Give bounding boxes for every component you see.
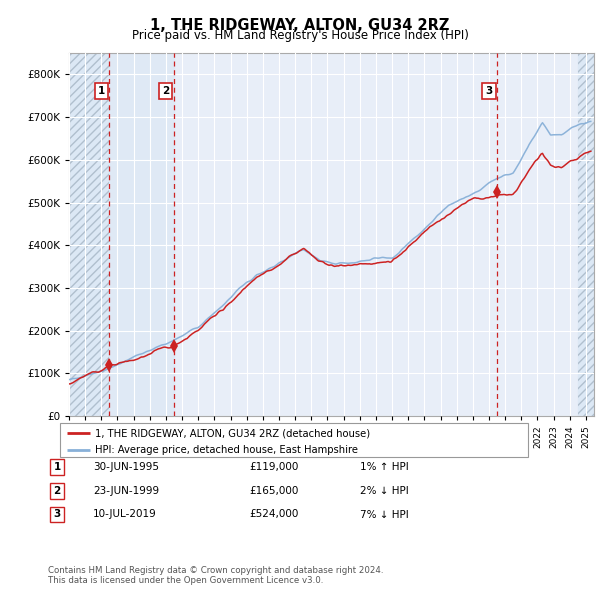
Bar [69, 53, 109, 416]
Text: 2% ↓ HPI: 2% ↓ HPI [360, 486, 409, 496]
Text: 10-JUL-2019: 10-JUL-2019 [93, 510, 157, 519]
Text: 23-JUN-1999: 23-JUN-1999 [93, 486, 159, 496]
Text: 3: 3 [485, 86, 493, 96]
Bar [578, 53, 594, 416]
Text: £165,000: £165,000 [249, 486, 298, 496]
Text: 1: 1 [98, 86, 105, 96]
Text: This data is licensed under the Open Government Licence v3.0.: This data is licensed under the Open Gov… [48, 576, 323, 585]
Text: £524,000: £524,000 [249, 510, 298, 519]
FancyBboxPatch shape [60, 423, 528, 457]
Text: 30-JUN-1995: 30-JUN-1995 [93, 463, 159, 472]
Text: 1% ↑ HPI: 1% ↑ HPI [360, 463, 409, 472]
Text: £119,000: £119,000 [249, 463, 298, 472]
Bar [109, 53, 174, 416]
Text: Contains HM Land Registry data © Crown copyright and database right 2024.: Contains HM Land Registry data © Crown c… [48, 566, 383, 575]
Text: 2: 2 [53, 486, 61, 496]
Text: HPI: Average price, detached house, East Hampshire: HPI: Average price, detached house, East… [95, 445, 358, 455]
Text: 1: 1 [53, 463, 61, 472]
Bar [69, 53, 109, 416]
Bar [578, 53, 594, 416]
Text: 2: 2 [162, 86, 170, 96]
Text: 1, THE RIDGEWAY, ALTON, GU34 2RZ: 1, THE RIDGEWAY, ALTON, GU34 2RZ [151, 18, 449, 32]
Text: 1, THE RIDGEWAY, ALTON, GU34 2RZ (detached house): 1, THE RIDGEWAY, ALTON, GU34 2RZ (detach… [95, 428, 370, 438]
Text: Price paid vs. HM Land Registry's House Price Index (HPI): Price paid vs. HM Land Registry's House … [131, 30, 469, 42]
Text: 3: 3 [53, 510, 61, 519]
Text: 7% ↓ HPI: 7% ↓ HPI [360, 510, 409, 519]
